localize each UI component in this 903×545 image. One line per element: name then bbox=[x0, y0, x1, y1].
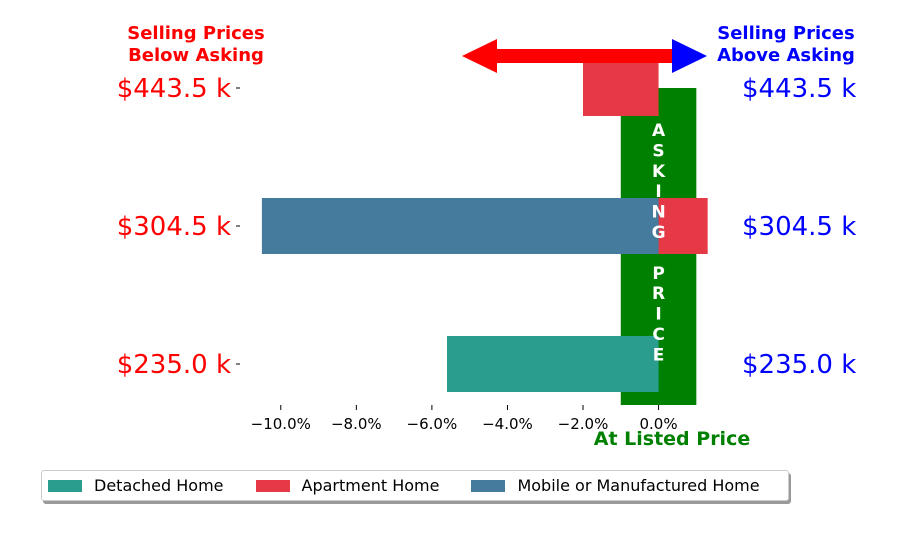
asking-letter-9: I bbox=[655, 305, 661, 325]
legend-label-mobile: Mobile or Manufactured Home bbox=[517, 476, 760, 495]
asking-letter-5: G bbox=[652, 223, 666, 243]
bar-mobile-1 bbox=[261, 198, 659, 254]
bar-detached-0 bbox=[447, 336, 659, 392]
asking-letter-0: A bbox=[652, 121, 666, 141]
right-header-line-0: Selling Prices bbox=[717, 23, 854, 44]
right-tick-label-2: $443.5 k bbox=[742, 74, 856, 104]
x-tick-label-0: −10.0% bbox=[251, 415, 311, 433]
right-tick-label-1: $304.5 k bbox=[742, 212, 856, 242]
legend-swatch-apartment bbox=[255, 479, 290, 492]
legend-swatch-mobile bbox=[471, 479, 506, 492]
bar-apartment-2 bbox=[583, 60, 659, 116]
arrow-left-head bbox=[462, 39, 497, 73]
legend-item-mobile: Mobile or Manufactured Home bbox=[471, 476, 760, 495]
arrow-right-head bbox=[672, 39, 707, 73]
right-tick-label-0: $235.0 k bbox=[742, 350, 856, 380]
x-tick-label-3: −4.0% bbox=[482, 415, 533, 433]
left-tick-label-1: $304.5 k bbox=[117, 212, 231, 242]
asking-letter-2: K bbox=[652, 162, 666, 182]
x-axis-label: At Listed Price bbox=[594, 428, 750, 450]
asking-letter-11: E bbox=[653, 345, 665, 365]
left-tick-label-2: $443.5 k bbox=[117, 74, 231, 104]
legend-item-detached: Detached Home bbox=[48, 476, 224, 495]
x-tick-label-1: −8.0% bbox=[331, 415, 382, 433]
left-tick-label-0: $235.0 k bbox=[117, 350, 231, 380]
asking-letter-3: I bbox=[655, 182, 661, 202]
legend-label-detached: Detached Home bbox=[94, 476, 224, 495]
x-tick-label-5: 0.0% bbox=[640, 415, 678, 433]
left-header-line-0: Selling Prices bbox=[127, 23, 264, 44]
asking-letter-4: N bbox=[651, 203, 665, 223]
asking-letter-1: S bbox=[652, 141, 664, 161]
arrow-shaft bbox=[496, 49, 674, 63]
bar-apartment-1 bbox=[658, 198, 708, 254]
legend-label-apartment: Apartment Home bbox=[301, 476, 440, 495]
asking-letter-7: P bbox=[652, 264, 664, 284]
left-header-line-1: Below Asking bbox=[128, 45, 264, 66]
asking-letter-8: R bbox=[652, 284, 665, 304]
x-tick-label-4: −2.0% bbox=[558, 415, 609, 433]
asking-letter-10: C bbox=[652, 325, 664, 345]
chart-legend: Detached Home Apartment Home Mobile or M… bbox=[41, 470, 789, 501]
legend-item-apartment: Apartment Home bbox=[255, 476, 440, 495]
right-header-line-1: Above Asking bbox=[717, 45, 855, 66]
legend-swatch-detached bbox=[48, 479, 82, 492]
x-tick-label-2: −6.0% bbox=[407, 415, 458, 433]
